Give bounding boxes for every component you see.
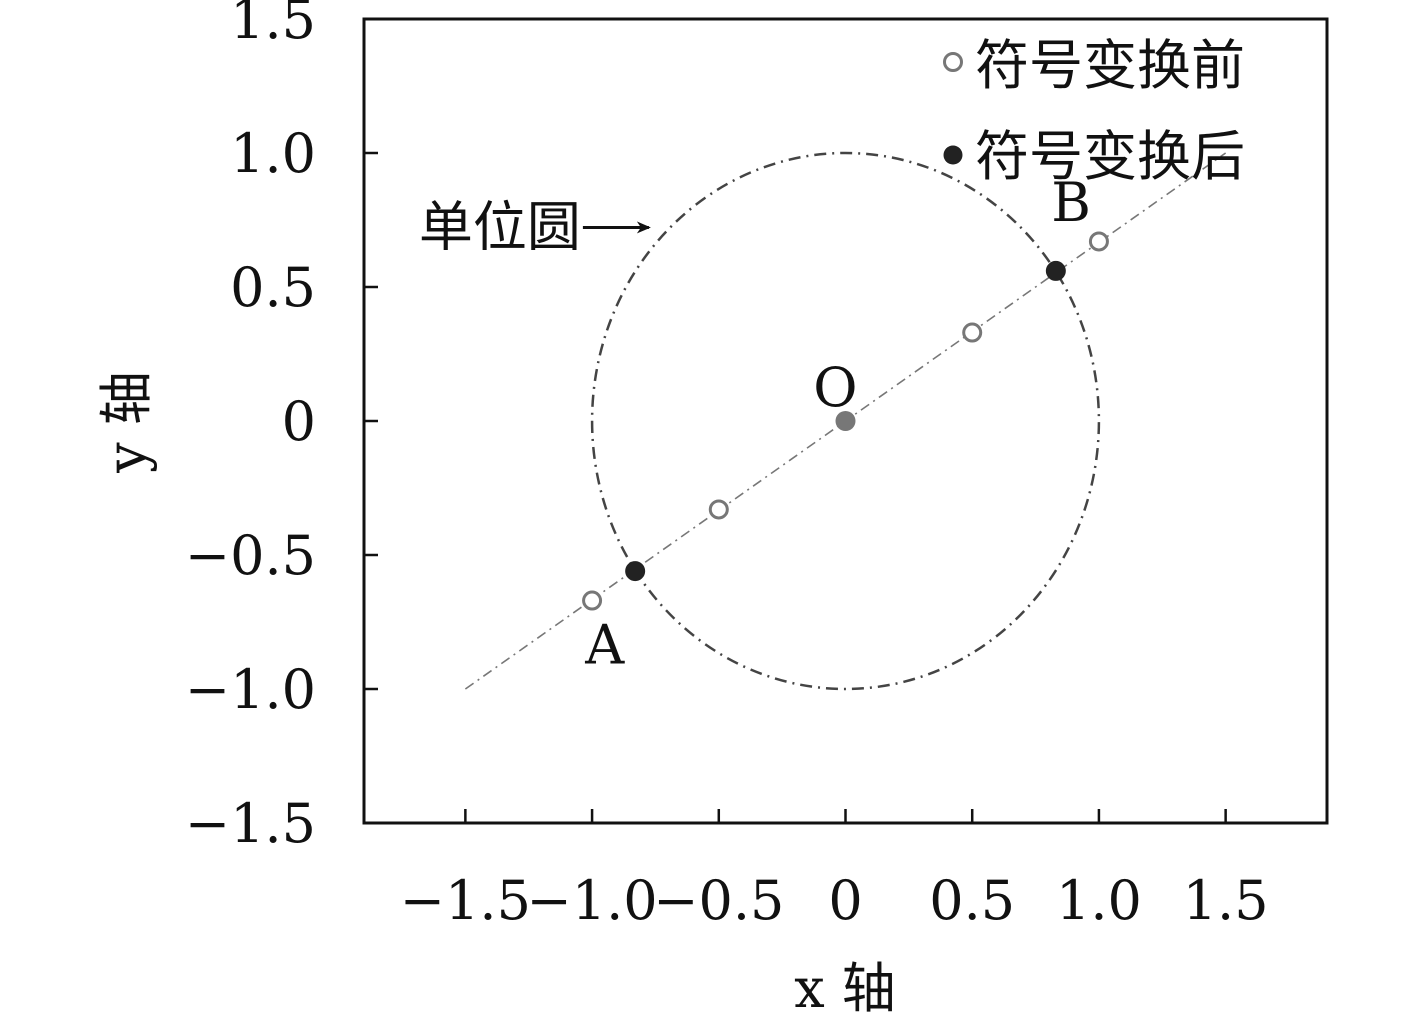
unit-circle (590, 151, 1101, 691)
y-tick-label: 1.5 (230, 0, 316, 51)
y-tick-label: −1.0 (185, 658, 316, 721)
y-tick-label: 1.0 (230, 122, 316, 185)
y-tick-label: 0 (282, 390, 316, 453)
x-tick-label: −1.5 (400, 869, 531, 932)
x-axis-label: x 轴 (794, 957, 896, 1020)
legend-marker-hollow (943, 52, 963, 72)
data-points (582, 231, 1109, 611)
y-axis-ticks: −1.5 −1.0 −0.5 0 0.5 1.0 1.5 (185, 0, 378, 855)
y-tick-label: −0.5 (185, 524, 316, 587)
point-label-o: O (813, 356, 857, 419)
x-tick-label: 0.5 (929, 869, 1015, 932)
y-tick-label: −1.5 (185, 792, 316, 855)
point-before-transform (1088, 231, 1109, 252)
origin-point (835, 411, 856, 431)
point-label-a: A (584, 613, 625, 676)
point-before-transform (582, 590, 603, 611)
x-tick-label: −0.5 (653, 869, 784, 932)
legend-label: 符号变换后 (975, 125, 1245, 188)
point-after-transform (1045, 260, 1066, 281)
x-tick-label: 1.5 (1183, 869, 1269, 932)
point-before-transform (708, 499, 729, 520)
x-tick-label: −1.0 (527, 869, 658, 932)
x-tick-label: 0 (828, 869, 862, 932)
unit-circle-label: 单位圆 (419, 195, 581, 258)
y-tick-label: 0.5 (230, 256, 316, 319)
x-axis-ticks: −1.5−1.0−0.5 0 0.5 1.0 1.5 (400, 809, 1269, 932)
legend-label: 符号变换前 (975, 34, 1245, 97)
x-tick-label: 1.0 (1056, 869, 1142, 932)
point-label-b: B (1051, 171, 1091, 234)
annotations: 单位圆 A B O (419, 171, 1091, 676)
point-after-transform (625, 561, 646, 582)
legend-marker-filled (943, 145, 963, 165)
y-axis-label: y 轴 (95, 371, 158, 474)
point-before-transform (962, 322, 983, 343)
